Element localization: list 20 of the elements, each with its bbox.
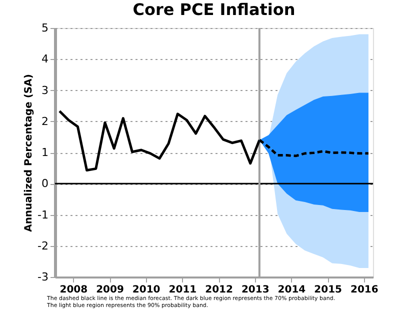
x-tick-label: 2013 [241,284,270,296]
x-tick-label: 2012 [205,284,233,296]
y-tick-label: 2 [42,114,48,128]
y-axis-title: Annualized Percentage (SA) [24,74,35,232]
x-tick-label: 2008 [60,284,88,296]
chart-title: Core PCE Inflation [132,0,296,19]
y-tick-label: -1 [38,208,48,222]
y-tick-label: 1 [42,146,48,159]
x-tick-label: 2015 [314,284,342,296]
y-tick-label: 3 [42,84,48,97]
y-tick-label: -2 [38,239,48,252]
x-tick-label: 2014 [278,284,306,296]
y-tick-label: 0 [42,177,48,190]
y-tick-label: 4 [42,52,48,66]
y-tick-label: -3 [38,270,48,284]
x-tick-label: 2009 [96,284,124,296]
x-tick-label: 2010 [132,284,160,296]
x-tick-label: 2011 [168,284,197,296]
x-tick-label: 2016 [350,284,378,296]
y-tick-label: 5 [42,22,48,34]
